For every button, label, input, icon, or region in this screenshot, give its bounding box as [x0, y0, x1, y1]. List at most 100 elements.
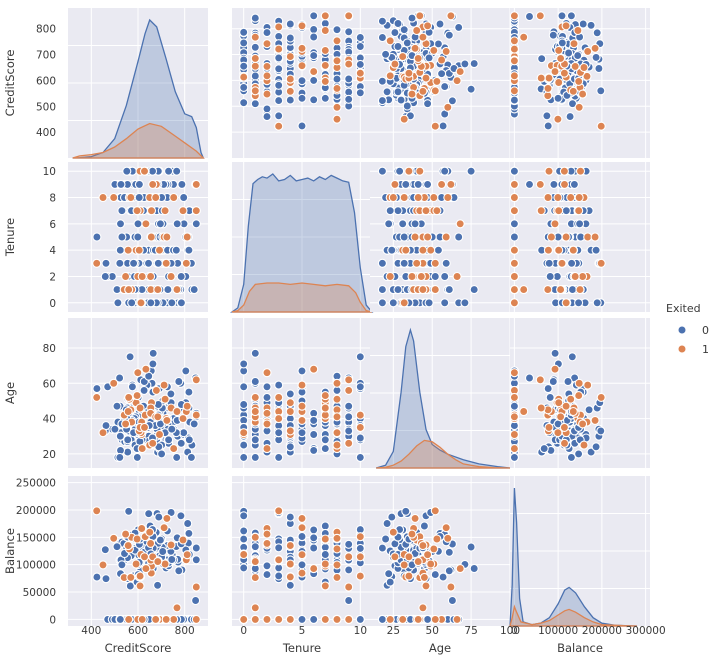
scatter-point-series-1 — [320, 534, 330, 544]
scatter-point-series-1 — [320, 60, 330, 70]
scatter-point-series-1 — [554, 206, 564, 216]
scatter-point-series-0 — [250, 99, 260, 109]
scatter-point-series-0 — [430, 570, 440, 580]
scatter-point-series-1 — [579, 62, 589, 73]
scatter-point-series-1 — [418, 285, 428, 295]
scatter-point-series-1 — [509, 271, 519, 282]
panel-Age-vs-Balance — [509, 318, 650, 468]
scatter-point-series-0 — [250, 376, 260, 387]
scatter-point-series-1 — [132, 206, 142, 216]
scatter-point-series-0 — [115, 373, 125, 383]
scatter-point-series-0 — [539, 444, 549, 454]
scatter-point-series-0 — [239, 526, 249, 536]
scatter-point-series-1 — [441, 232, 451, 242]
scatter-point-series-1 — [161, 614, 171, 624]
scatter-point-series-1 — [430, 258, 440, 268]
scatter-point-series-1 — [344, 552, 354, 562]
x-tick-label-Tenure: 10 — [354, 625, 367, 637]
scatter-point-series-1 — [390, 59, 400, 69]
x-tick-label-Balance: 100000 — [538, 625, 578, 637]
scatter-point-series-0 — [393, 87, 403, 97]
scatter-point-series-0 — [377, 16, 387, 26]
scatter-point-series-1 — [509, 36, 519, 46]
scatter-point-series-1 — [146, 538, 156, 548]
kde-curve-Balance-series-1 — [509, 604, 637, 627]
scatter-point-series-0 — [176, 511, 186, 521]
scatter-point-series-1 — [274, 44, 284, 54]
scatter-point-series-1 — [132, 391, 142, 401]
scatter-point-series-0 — [172, 219, 182, 229]
scatter-point-series-0 — [239, 98, 249, 108]
scatter-point-series-1 — [355, 410, 365, 420]
scatter-point-series-0 — [134, 192, 144, 203]
scatter-point-series-0 — [469, 563, 479, 574]
scatter-point-series-0 — [148, 359, 158, 369]
scatter-point-series-0 — [115, 219, 126, 229]
scatter-point-series-0 — [384, 569, 394, 579]
scatter-point-series-1 — [536, 73, 546, 83]
scatter-point-series-1 — [568, 406, 578, 417]
scatter-point-series-0 — [545, 271, 555, 282]
scatter-point-series-0 — [393, 18, 403, 29]
scatter-point-series-1 — [285, 572, 295, 582]
scatter-point-series-1 — [250, 53, 260, 63]
scatter-point-series-1 — [344, 375, 354, 385]
scatter-point-series-0 — [393, 206, 403, 216]
scatter-point-series-0 — [382, 518, 392, 529]
scatter-point-series-1 — [98, 428, 108, 438]
scatter-point-series-0 — [262, 112, 272, 122]
scatter-point-series-1 — [554, 45, 564, 55]
scatter-point-series-1 — [332, 440, 342, 450]
scatter-point-series-0 — [466, 166, 476, 176]
scatter-point-series-0 — [124, 506, 134, 516]
scatter-point-series-1 — [509, 44, 519, 54]
scatter-point-series-1 — [421, 581, 431, 591]
scatter-point-series-0 — [117, 206, 127, 216]
scatter-point-series-1 — [274, 506, 284, 516]
scatter-point-series-1 — [151, 385, 161, 395]
scatter-point-series-1 — [250, 614, 260, 624]
scatter-point-series-1 — [557, 258, 567, 268]
scatter-point-series-1 — [412, 258, 422, 268]
scatter-point-series-0 — [377, 298, 387, 308]
scatter-point-series-0 — [262, 561, 272, 571]
scatter-point-series-1 — [418, 245, 428, 255]
scatter-point-series-1 — [297, 415, 307, 425]
scatter-point-series-0 — [250, 348, 260, 358]
scatter-point-series-1 — [574, 192, 584, 203]
scatter-point-series-1 — [239, 428, 249, 438]
scatter-point-series-0 — [177, 179, 187, 189]
scatter-point-series-1 — [297, 550, 307, 560]
scatter-point-series-0 — [387, 512, 397, 522]
scatter-point-series-1 — [413, 614, 423, 624]
scatter-point-series-0 — [399, 25, 409, 35]
scatter-point-series-0 — [355, 32, 365, 43]
scatter-point-series-1 — [418, 86, 428, 96]
kde-curve-Tenure-series-1 — [231, 282, 373, 313]
scatter-point-series-1 — [404, 68, 414, 78]
scatter-point-series-1 — [568, 86, 578, 96]
scatter-point-series-1 — [332, 114, 342, 124]
scatter-point-series-1 — [297, 380, 307, 390]
scatter-point-series-1 — [285, 52, 295, 62]
scatter-point-series-1 — [390, 179, 400, 189]
scatter-point-series-0 — [561, 206, 571, 216]
scatter-point-series-1 — [182, 401, 192, 411]
scatter-point-series-0 — [297, 614, 307, 624]
scatter-point-series-1 — [399, 560, 409, 570]
scatter-point-series-0 — [410, 219, 420, 229]
scatter-point-series-1 — [250, 532, 260, 542]
scatter-point-series-1 — [509, 258, 519, 268]
scatter-point-series-0 — [565, 112, 575, 122]
y-tick-label-Tenure: 10 — [43, 166, 56, 178]
scatter-point-series-1 — [320, 25, 330, 36]
x-axis-title-Balance: Balance — [557, 641, 603, 655]
scatter-point-series-1 — [297, 61, 307, 71]
y-axis-title-Balance: Balance — [3, 528, 17, 574]
scatter-point-series-1 — [561, 401, 571, 411]
x-axis-title-Age: Age — [429, 641, 451, 655]
scatter-point-series-0 — [172, 166, 182, 176]
scatter-point-series-1 — [162, 232, 172, 242]
scatter-point-series-0 — [355, 614, 365, 624]
